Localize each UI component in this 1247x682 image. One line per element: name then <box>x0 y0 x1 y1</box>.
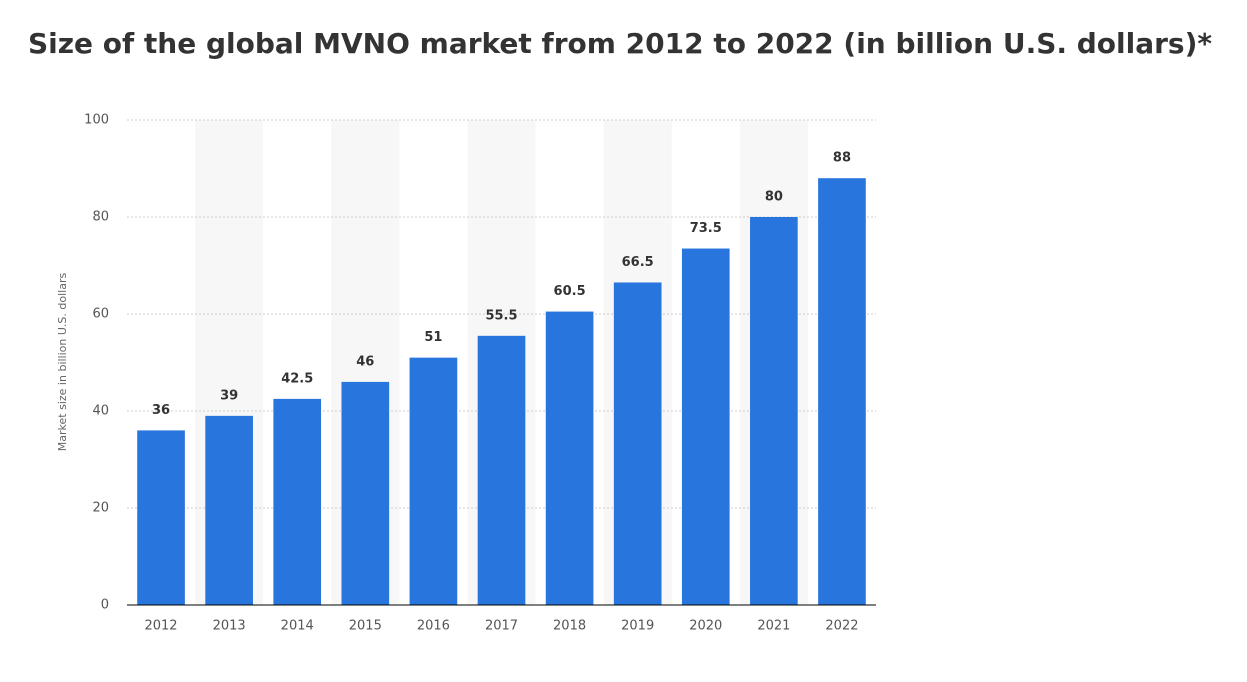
y-tick-label: 100 <box>84 113 109 128</box>
data-label: 73.5 <box>690 221 722 236</box>
bar <box>613 282 662 605</box>
data-label: 55.5 <box>485 308 517 323</box>
y-axis-label: Market size in billion U.S. dollars <box>56 273 69 452</box>
y-tick-label: 40 <box>92 404 109 419</box>
x-tick-label: 2016 <box>417 619 450 634</box>
data-label: 80 <box>765 190 783 205</box>
x-tick-label: 2021 <box>757 619 790 634</box>
bar <box>205 415 253 605</box>
x-tick-label: 2012 <box>144 619 177 634</box>
x-tick-label: 2018 <box>553 619 586 634</box>
bar <box>681 248 730 605</box>
bar <box>545 311 594 605</box>
bar <box>137 430 185 605</box>
bar <box>750 217 798 605</box>
x-tick-label: 2015 <box>349 619 382 634</box>
data-label: 88 <box>833 151 851 166</box>
data-label: 51 <box>424 330 442 345</box>
y-tick-label: 0 <box>101 598 109 613</box>
data-label: 60.5 <box>554 284 586 299</box>
bar <box>477 335 526 605</box>
y-tick-label: 20 <box>92 501 109 516</box>
x-tick-label: 2022 <box>825 619 858 634</box>
bar <box>273 398 322 605</box>
y-tick-label: 80 <box>92 210 109 225</box>
bar <box>409 357 458 605</box>
data-label: 66.5 <box>622 255 654 270</box>
x-tick-label: 2014 <box>281 619 314 634</box>
data-label: 39 <box>220 388 238 403</box>
x-tick-label: 2019 <box>621 619 654 634</box>
data-label: 46 <box>356 354 374 369</box>
x-tick-label: 2013 <box>213 619 246 634</box>
y-tick-label: 60 <box>92 307 109 322</box>
data-label: 42.5 <box>281 371 313 386</box>
bar <box>341 381 390 605</box>
x-tick-label: 2020 <box>689 619 722 634</box>
bar <box>818 178 866 605</box>
x-tick-label: 2017 <box>485 619 518 634</box>
chart-title: Size of the global MVNO market from 2012… <box>28 27 1212 60</box>
data-label: 36 <box>152 403 170 418</box>
